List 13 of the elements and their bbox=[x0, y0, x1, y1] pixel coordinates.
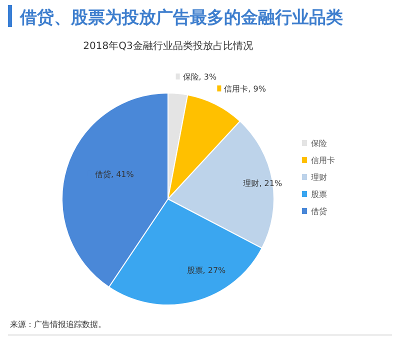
legend-label: 理财 bbox=[311, 173, 327, 182]
source-note: 来源：广告情报追踪数据。 bbox=[10, 320, 106, 329]
legend-label: 借贷 bbox=[311, 207, 327, 216]
data-label: 理财, 21% bbox=[243, 179, 282, 188]
data-label: 保险, 3% bbox=[182, 72, 217, 82]
data-label: 借贷, 41% bbox=[94, 170, 134, 179]
legend-label: 保险 bbox=[311, 139, 327, 148]
legend-label: 股票 bbox=[311, 190, 327, 199]
legend-label: 信用卡 bbox=[311, 156, 335, 165]
data-label: 股票, 27% bbox=[186, 266, 226, 275]
data-label: 信用卡, 9% bbox=[224, 84, 266, 94]
chart-subtitle: 2018年Q3金融行业品类投放占比情况 bbox=[83, 40, 253, 52]
chart-title: 借贷、股票为投放广告最多的金融行业品类 bbox=[19, 8, 343, 28]
